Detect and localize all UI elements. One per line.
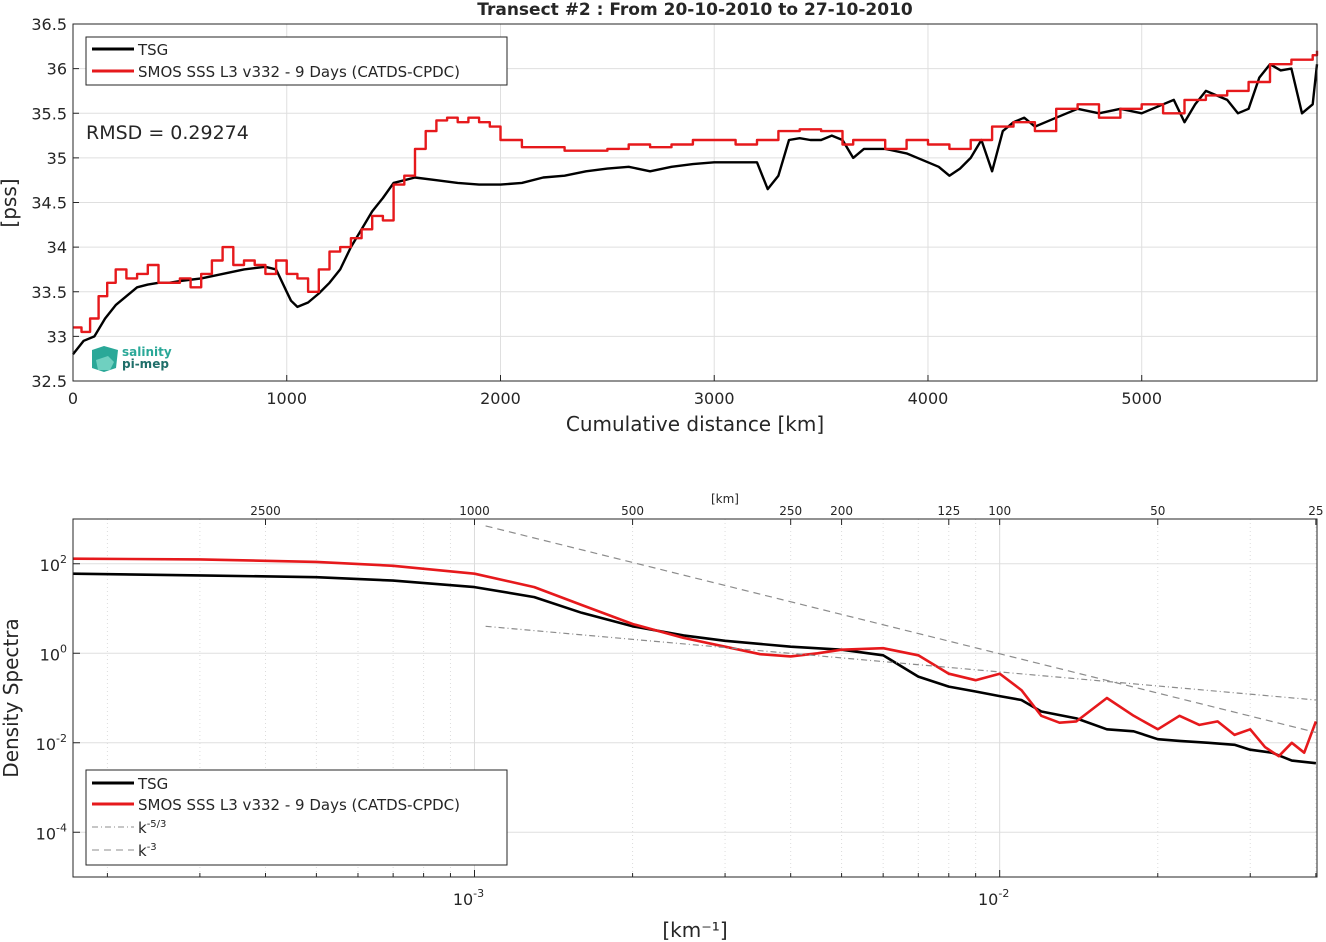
- bottom-top-tick-label: 50: [1150, 504, 1165, 518]
- bottom-top-axis-label: [km]: [711, 492, 739, 506]
- bottom-top-tick-label: 200: [830, 504, 853, 518]
- top-y-tick-label: 33: [47, 327, 67, 346]
- top-y-tick-label: 32.5: [31, 372, 67, 391]
- top-y-tick-label: 35: [47, 149, 67, 168]
- logo-line2: pi-mep: [122, 357, 169, 371]
- top-x-tick-label: 3000: [694, 389, 735, 408]
- salinity-pimep-logo: salinity pi-mep: [92, 345, 172, 372]
- bottom-x-axis-label: [km⁻¹]: [662, 918, 727, 942]
- top-series-group: [72, 50, 1319, 355]
- top-chart-title: Transect #2 : From 20-10-2010 to 27-10-2…: [477, 0, 913, 20]
- bottom-top-tick-label: 25: [1308, 504, 1323, 518]
- top-x-tick-label: 0: [68, 389, 78, 408]
- logo-line1: salinity: [122, 345, 172, 359]
- top-y-tick-label: 35.5: [31, 104, 67, 123]
- top-y-axis-label: [pss]: [0, 178, 21, 227]
- top-legend: TSG SMOS SSS L3 v332 - 9 Days (CATDS-CPD…: [85, 36, 508, 86]
- top-smos-line: [73, 50, 1319, 334]
- top-x-tick-label: 5000: [1121, 389, 1162, 408]
- bottom-y-tick-label: 100: [40, 642, 67, 664]
- top-legend-smos-label: SMOS SSS L3 v332 - 9 Days (CATDS-CPDC): [138, 63, 460, 81]
- bottom-top-tick-label: 1000: [459, 504, 490, 518]
- bottom-smos-line: [72, 557, 1318, 758]
- bottom-series-group: [72, 525, 1318, 765]
- bottom-x-tick-label: 10-2: [978, 887, 1009, 909]
- bottom-y-tick-label: 102: [40, 553, 67, 575]
- top-x-axis-label: Cumulative distance [km]: [566, 412, 824, 436]
- bottom-plot-frame: [72, 518, 1318, 878]
- top-ticks: 0 1000 2000 3000 4000 5000 32.5 33 33.5 34 34.5 35 3…: [31, 15, 1162, 408]
- bottom-top-tick-label: 250: [779, 504, 802, 518]
- bottom-x-tick-label: 10-3: [453, 887, 484, 909]
- bottom-legend-tsg-label: TSG: [137, 775, 168, 793]
- top-legend-tsg-label: TSG: [137, 41, 168, 59]
- bottom-legend: TSG SMOS SSS L3 v332 - 9 Days (CATDS-CPD…: [85, 769, 508, 866]
- bottom-top-tick-label: 100: [988, 504, 1011, 518]
- bottom-top-tick-label: 2500: [250, 504, 281, 518]
- rmsd-annotation: RMSD = 0.29274: [86, 122, 249, 144]
- bottom-k53-line: [485, 625, 1316, 701]
- top-y-tick-label: 36.5: [31, 15, 67, 34]
- top-y-tick-label: 34.5: [31, 194, 67, 213]
- bottom-ticks: 10-4 10-2 100 102 10-3 10-2 2500 1000 500 250 200 1…: [36, 504, 1324, 909]
- bottom-y-tick-label: 10-4: [36, 821, 67, 843]
- top-x-tick-label: 4000: [908, 389, 949, 408]
- top-x-tick-label: 2000: [480, 389, 521, 408]
- top-y-tick-label: 36: [47, 60, 67, 79]
- top-y-tick-label: 34: [47, 238, 67, 257]
- bottom-k3-line: [485, 525, 1317, 733]
- bottom-legend-smos-label: SMOS SSS L3 v332 - 9 Days (CATDS-CPDC): [138, 796, 460, 814]
- bottom-y-axis-label: Density Spectra: [0, 618, 23, 777]
- bottom-legend-box: [85, 769, 508, 866]
- bottom-y-tick-label: 10-2: [36, 732, 67, 754]
- bottom-top-tick-label: 500: [621, 504, 644, 518]
- bottom-tsg-line: [72, 572, 1317, 765]
- top-x-tick-label: 1000: [266, 389, 307, 408]
- top-legend-box: [85, 36, 508, 86]
- bottom-top-tick-label: 125: [937, 504, 960, 518]
- top-y-tick-label: 33.5: [31, 283, 67, 302]
